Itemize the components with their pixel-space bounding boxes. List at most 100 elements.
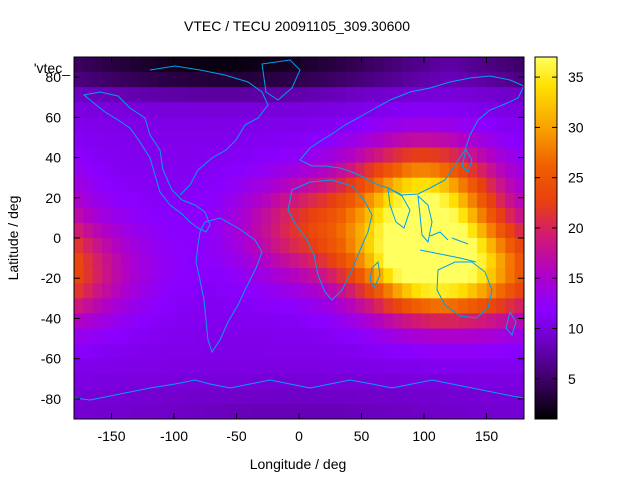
heatmap-cell — [514, 102, 524, 118]
heatmap-cell — [224, 87, 234, 103]
heatmap-cell — [336, 192, 347, 209]
heatmap-cell — [495, 403, 506, 419]
heatmap-cell — [345, 72, 356, 88]
heatmap-cell — [327, 268, 338, 284]
heatmap-cell — [158, 388, 169, 405]
heatmap-cell — [111, 72, 122, 88]
heatmap-cell — [467, 373, 478, 390]
heatmap-cell — [392, 253, 403, 269]
heatmap-cell — [383, 253, 394, 269]
heatmap-cell — [139, 268, 150, 284]
heatmap-cell — [449, 162, 459, 179]
heatmap-cell — [439, 177, 450, 194]
heatmap-cell — [83, 238, 94, 254]
heatmap-cell — [514, 328, 524, 345]
heatmap-cell — [195, 328, 206, 345]
heatmap-cell — [514, 207, 524, 224]
y-tick-label: 40 — [45, 150, 61, 166]
heatmap-cell — [102, 192, 113, 209]
heatmap-cell — [439, 87, 450, 103]
heatmap-cell — [467, 238, 478, 254]
heatmap-cell — [467, 222, 478, 239]
heatmap-cell — [167, 87, 178, 103]
heatmap-cell — [130, 238, 141, 254]
heatmap-cell — [261, 373, 272, 390]
heatmap-cell — [486, 313, 497, 330]
heatmap-cell — [74, 207, 84, 224]
heatmap-cell — [92, 358, 103, 375]
heatmap-cell — [411, 132, 422, 149]
heatmap-cell — [374, 132, 384, 149]
heatmap-cell — [317, 57, 328, 73]
heatmap-cell — [289, 162, 300, 179]
heatmap-cell — [195, 192, 206, 209]
heatmap-cell — [83, 147, 94, 164]
heatmap-cell — [92, 388, 103, 405]
heatmap-cell — [364, 388, 375, 405]
heatmap-cell — [411, 358, 422, 375]
heatmap-cell — [449, 192, 459, 209]
coastline-greenland — [261, 59, 301, 101]
heatmap-cell — [92, 162, 103, 179]
heatmap-cell — [252, 192, 263, 209]
heatmap-cell — [83, 102, 94, 118]
heatmap-cell — [327, 298, 338, 315]
heatmap-cell — [345, 192, 356, 209]
heatmap-cell — [308, 192, 319, 209]
heatmap-cell — [402, 343, 413, 360]
heatmap-cell — [364, 222, 375, 239]
heatmap-cell — [392, 147, 403, 164]
coastline-new-zealand — [505, 310, 517, 337]
heatmap-cell — [205, 132, 216, 149]
heatmap-cell — [392, 207, 403, 224]
heatmap-cell — [495, 298, 506, 315]
heatmap-cell — [214, 388, 225, 405]
heatmap-cell — [233, 283, 244, 299]
heatmap-cell — [224, 358, 234, 375]
heatmap-cell — [317, 87, 328, 103]
heatmap-cell — [477, 147, 488, 164]
heatmap-cell — [177, 147, 188, 164]
heatmap-cell — [355, 57, 366, 73]
heatmap-cell — [92, 72, 103, 88]
heatmap-cell — [270, 358, 281, 375]
heatmap-cell — [374, 207, 384, 224]
heatmap-cell — [317, 192, 328, 209]
heatmap-cell — [439, 207, 450, 224]
heatmap-cell — [205, 192, 216, 209]
heatmap-cell — [167, 147, 178, 164]
heatmap-cell — [167, 388, 178, 405]
heatmap-cell — [420, 72, 431, 88]
heatmap-cell — [317, 162, 328, 179]
heatmap-cell — [261, 87, 272, 103]
heatmap-cell — [280, 57, 291, 73]
heatmap-cell — [205, 298, 216, 315]
heatmap-cell — [439, 192, 450, 209]
heatmap-cell — [327, 253, 338, 269]
heatmap-cell — [270, 298, 281, 315]
heatmap-cell — [327, 343, 338, 360]
heatmap-cell — [83, 283, 94, 299]
heatmap-cell — [477, 403, 488, 419]
heatmap-cell — [439, 162, 450, 179]
heatmap-cell — [252, 132, 263, 149]
heatmap-cell — [139, 298, 150, 315]
heatmap-cell — [120, 373, 131, 390]
heatmap-cell — [392, 192, 403, 209]
heatmap-cell — [514, 177, 524, 194]
heatmap-cell — [327, 358, 338, 375]
heatmap-cell — [186, 403, 197, 419]
heatmap-cell — [74, 117, 84, 134]
heatmap-cell — [308, 102, 319, 118]
heatmap-cell — [280, 313, 291, 330]
heatmap-cell — [120, 343, 131, 360]
heatmap-cell — [261, 222, 272, 239]
heatmap-cell — [111, 343, 122, 360]
legend-label: 'vtec_ — [34, 60, 70, 76]
heatmap-cell — [420, 117, 431, 134]
heatmap-cell — [514, 343, 524, 360]
heatmap-cell — [280, 283, 291, 299]
heatmap-cell — [83, 162, 94, 179]
heatmap-cell — [336, 343, 347, 360]
heatmap-cell — [467, 328, 478, 345]
